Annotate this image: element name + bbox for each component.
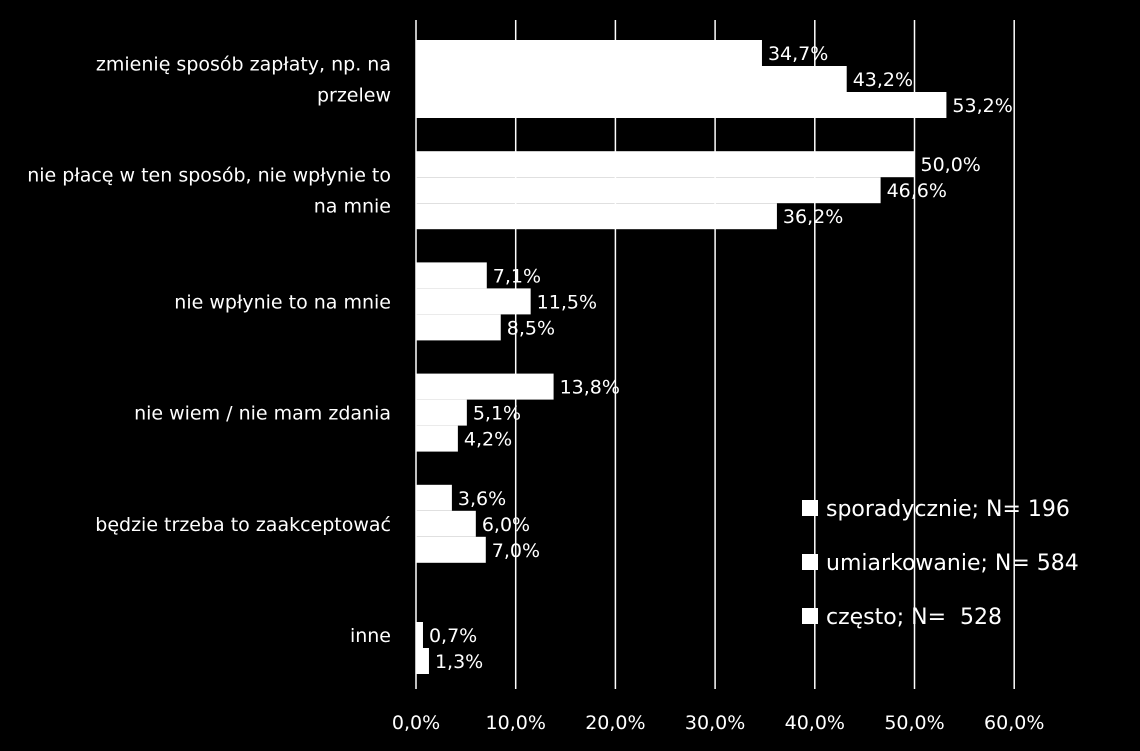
gridlines [415,20,1015,689]
bar [416,203,777,230]
legend-swatch [802,608,818,624]
data-labels: 34,7% 50,0% 7,1% 13,8% 3,6% 43,2% 46,6% 11,5% 5,… [429,43,1013,673]
data-label: 0,7% [429,625,477,647]
bar [416,262,487,289]
category-label: będzie trzeba to zaakceptować [95,514,391,536]
legend-label: umiarkowanie; N= 584 [826,551,1079,576]
bar [416,92,947,118]
legend: sporadycznie; N= 196 umiarkowanie; N= 584… [802,497,1079,630]
x-tick-label: 20,0% [585,712,645,734]
category-label: nie wpłynie to na mnie [174,291,391,313]
x-tick-label: 60,0% [984,712,1044,734]
bar [416,288,531,315]
data-label: 1,3% [435,651,483,673]
category-label: przelew [317,85,391,107]
bar [416,373,554,400]
category-label: inne [350,625,391,647]
data-label: 11,5% [537,291,597,313]
category-label: nie płacę w ten sposób, nie wpłynie to [27,165,391,187]
x-tick-label: 50,0% [884,712,944,734]
bar [416,484,452,511]
category-label: na mnie [314,196,391,218]
data-label: 3,6% [458,488,506,510]
bars [416,40,947,674]
bar [416,510,476,537]
data-label: 7,1% [493,265,541,287]
data-label: 6,0% [482,514,530,536]
bar [416,40,762,66]
bar [416,399,467,426]
data-label: 7,0% [492,540,540,562]
x-tick-label: 0,0% [392,712,440,734]
bar [416,177,881,204]
data-label: 8,5% [507,317,555,339]
bar [416,536,486,563]
bar [416,66,847,92]
bar [416,314,501,341]
x-tick-label: 30,0% [685,712,745,734]
data-label: 50,0% [921,154,981,176]
legend-swatch [802,554,818,570]
category-label: nie wiem / nie mam zdania [134,403,391,425]
x-tick-label: 10,0% [486,712,546,734]
x-tick-labels: 0,0% 10,0% 20,0% 30,0% 40,0% 50,0% 60,0% [392,712,1045,734]
bar [416,151,915,178]
legend-label: często; N= 528 [826,605,1002,630]
category-labels: zmienię sposób zapłaty, np. na przelew nie… [27,54,391,648]
data-label: 4,2% [464,429,512,451]
category-label: zmienię sposób zapłaty, np. na [96,54,391,76]
data-label: 36,2% [783,206,843,228]
x-tick-label: 40,0% [785,712,845,734]
data-label: 5,1% [473,403,521,425]
legend-label: sporadycznie; N= 196 [826,497,1070,522]
bar [416,622,423,648]
bar [416,425,458,452]
data-label: 13,8% [560,377,620,399]
legend-swatch [802,500,818,516]
data-label: 46,6% [887,180,947,202]
data-label: 53,2% [952,95,1012,117]
bar [416,648,429,674]
data-label: 43,2% [853,69,913,91]
data-label: 34,7% [768,43,828,65]
